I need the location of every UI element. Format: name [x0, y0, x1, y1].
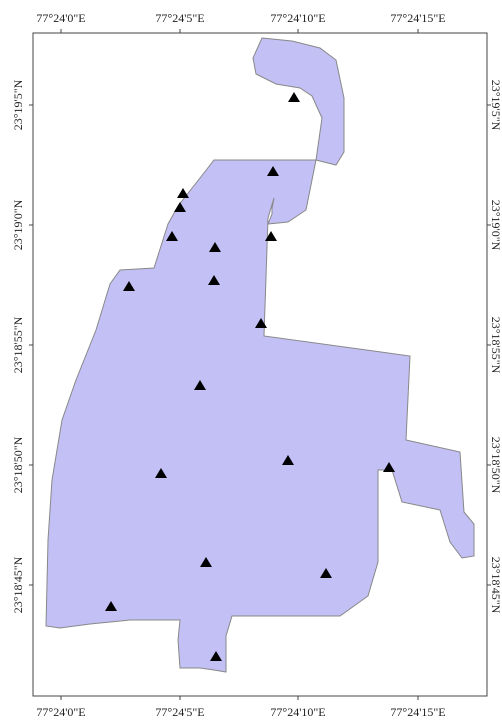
bottom-lon-label-2: 77°24'5"E — [155, 705, 204, 719]
sample-point-marker — [194, 380, 206, 390]
top-lon-label-2: 77°24'5"E — [155, 11, 204, 25]
top-lon-label-1: 77°24'0"E — [36, 11, 85, 25]
right-lat-label-3: 23°18'55"N — [489, 317, 502, 374]
sample-point-marker — [210, 651, 222, 661]
sample-point-marker — [265, 231, 277, 241]
sample-point-marker — [209, 242, 221, 252]
study-area-polygon — [45, 37, 475, 673]
top-lon-label-3: 77°24'10"E — [270, 11, 325, 25]
sample-point-marker — [320, 568, 332, 578]
sample-point-marker — [282, 455, 294, 465]
sample-point-marker — [383, 462, 395, 472]
sample-point-marker — [105, 601, 117, 611]
sample-point-marker — [288, 92, 300, 102]
bottom-lon-label-3: 77°24'10"E — [270, 705, 325, 719]
right-lat-label-4: 23°18'50"N — [489, 437, 502, 494]
sample-point-marker — [255, 318, 267, 328]
right-lat-label-1: 23°19'5"N — [489, 80, 502, 131]
map-frame — [32, 32, 488, 697]
left-lat-label-1: 23°19'5"N — [11, 79, 25, 130]
sample-point-marker — [155, 468, 167, 478]
right-lat-label-5: 23°18'45"N — [489, 557, 502, 614]
left-lat-label-3: 23°18'55"N — [11, 316, 25, 373]
sample-point-markers — [105, 92, 395, 661]
sample-point-marker — [177, 188, 189, 198]
sample-point-marker — [123, 281, 135, 291]
left-lat-label-2: 23°19'0"N — [11, 199, 25, 250]
sample-point-marker — [208, 275, 220, 285]
sample-point-marker — [166, 231, 178, 241]
tick-marks — [29, 29, 491, 700]
sample-point-marker — [200, 557, 212, 567]
sample-point-marker — [174, 202, 186, 212]
bottom-lon-label-4: 77°24'15"E — [390, 705, 445, 719]
right-lat-label-2: 23°19'0"N — [489, 200, 502, 251]
bottom-lon-label-1: 77°24'0"E — [36, 705, 85, 719]
left-lat-label-4: 23°18'50"N — [11, 436, 25, 493]
top-lon-label-4: 77°24'15"E — [390, 11, 445, 25]
sample-point-marker — [267, 166, 279, 176]
left-lat-label-5: 23°18'45"N — [11, 556, 25, 613]
